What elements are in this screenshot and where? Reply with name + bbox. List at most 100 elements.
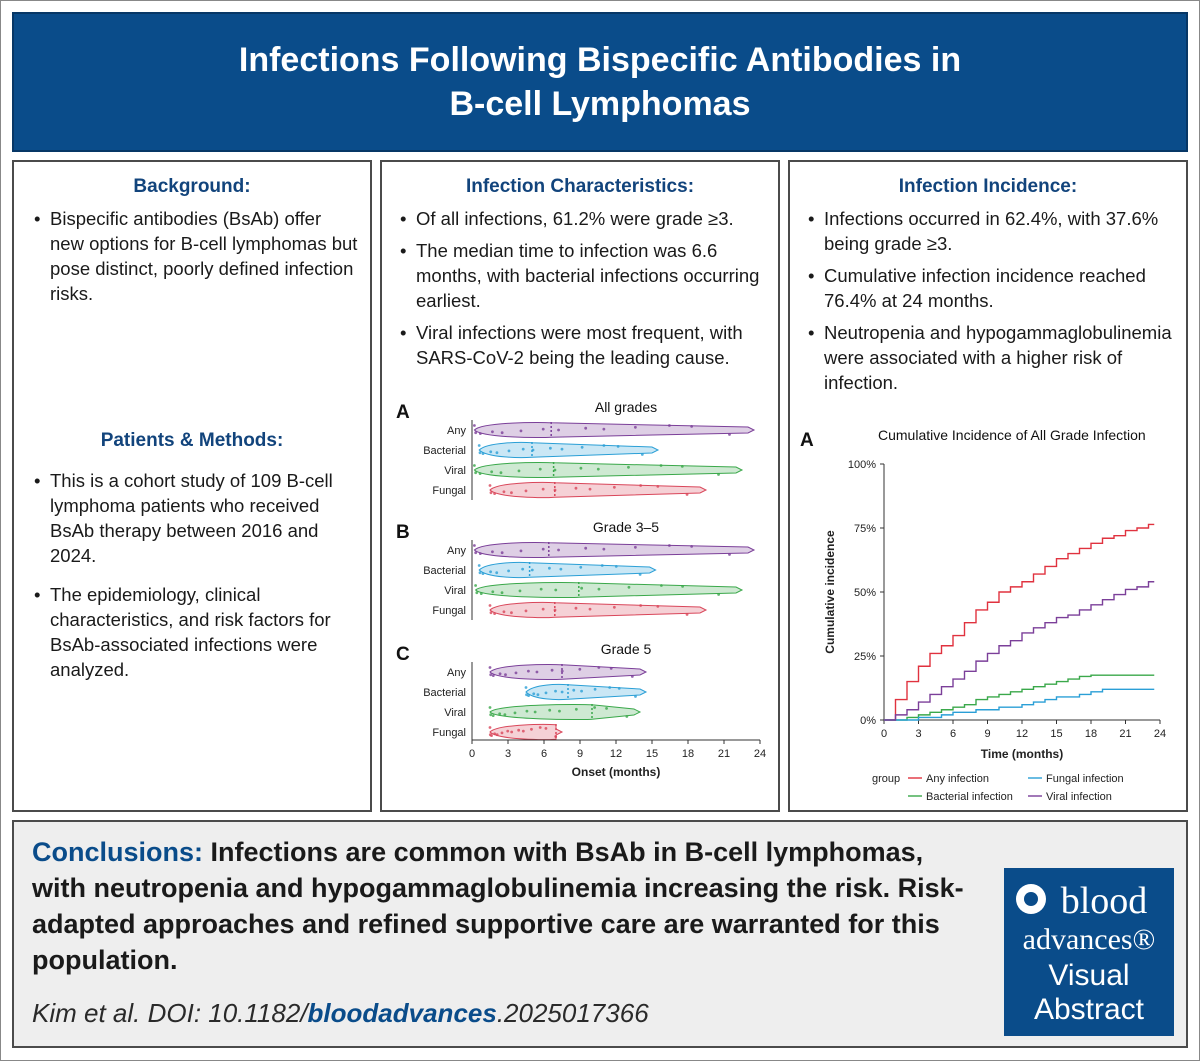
data-point — [507, 569, 510, 573]
data-point — [517, 728, 521, 732]
data-point — [503, 713, 507, 717]
data-point — [574, 606, 578, 610]
badge-line-1: blood — [1060, 880, 1148, 922]
panel-letter: C — [396, 644, 410, 665]
data-point — [524, 489, 528, 493]
conclusions-box: Conclusions: Infections are common with … — [12, 820, 1188, 1048]
y-axis-title: Cumulative incidence — [823, 530, 837, 654]
data-point — [524, 686, 528, 689]
data-point — [717, 473, 720, 476]
data-point — [488, 733, 492, 737]
data-point — [493, 612, 496, 615]
category-label: Fungal — [432, 605, 466, 617]
violin-chart: A All grades Any Bacterial Viral Fungal B Grade… — [396, 399, 766, 779]
x-tick-label: 9 — [577, 748, 583, 760]
category-label: Fungal — [432, 727, 466, 739]
data-point — [525, 709, 529, 713]
legend-label: Viral infection — [1046, 791, 1112, 803]
violin-shape — [473, 541, 756, 559]
category-label: Bacterial — [423, 565, 466, 577]
category-label: Bacterial — [423, 687, 466, 699]
data-point — [500, 551, 504, 555]
data-point — [533, 710, 537, 714]
characteristics-heading: Infection Characteristics: — [465, 176, 695, 197]
data-point — [473, 464, 476, 467]
panel-letter: B — [396, 522, 410, 543]
data-point — [489, 491, 493, 495]
data-point — [489, 450, 493, 454]
title-line-2: B-cell Lymphomas — [449, 85, 751, 123]
background-list: Bispecific antibodies (BsAb) offer new o… — [34, 206, 360, 313]
x-tick-label: 6 — [541, 748, 547, 760]
panel-letter: A — [396, 402, 410, 423]
violin-panel-title: Grade 3–5 — [593, 519, 659, 535]
data-point — [633, 545, 637, 549]
page-title: Infections Following Bispecific Antibodi… — [12, 12, 1188, 152]
data-point — [548, 566, 551, 570]
legend-label: Any infection — [926, 773, 989, 785]
characteristics-bullet: Of all infections, 61.2% were grade ≥3. — [400, 206, 774, 231]
y-tick-label: 100% — [848, 459, 876, 471]
data-point — [580, 445, 584, 449]
data-point — [521, 447, 525, 451]
data-point — [481, 572, 485, 575]
methods-heading: Patients & Methods: — [100, 430, 284, 451]
data-point — [560, 447, 564, 451]
data-point — [498, 672, 502, 676]
x-tick-label: 24 — [754, 748, 766, 760]
data-point — [477, 564, 481, 567]
data-point — [518, 589, 522, 593]
incidence-bullet: Cumulative infection incidence reached 7… — [808, 263, 1182, 313]
data-point — [491, 674, 495, 677]
data-point — [548, 446, 552, 450]
data-point — [495, 451, 499, 455]
citation-suffix: .2025017366 — [496, 998, 649, 1028]
x-tick-label: 15 — [646, 748, 658, 760]
data-point — [638, 573, 642, 576]
data-point — [558, 709, 561, 713]
data-point — [609, 667, 613, 670]
data-point — [690, 425, 694, 428]
data-point — [519, 429, 523, 433]
data-point — [514, 671, 518, 675]
data-point — [580, 689, 583, 693]
data-point — [538, 467, 542, 471]
data-point — [489, 570, 492, 574]
violin-shape — [474, 581, 744, 599]
category-label: Viral — [444, 585, 466, 597]
citation: Kim et al. DOI: 10.1182/bloodadvances.20… — [32, 998, 649, 1029]
data-point — [728, 553, 731, 556]
characteristics-bullet: Viral infections were most frequent, wit… — [400, 320, 774, 370]
data-point — [521, 729, 525, 733]
data-point — [499, 471, 503, 475]
data-point — [584, 546, 588, 550]
data-point — [526, 669, 530, 673]
x-tick-label: 3 — [505, 748, 511, 760]
data-point — [602, 444, 606, 447]
incidence-panel: Infection Incidence: Infections occurred… — [788, 160, 1188, 812]
data-point — [544, 727, 548, 730]
data-point — [560, 690, 564, 694]
data-point — [578, 667, 582, 671]
data-point — [531, 448, 535, 452]
data-point — [488, 706, 492, 709]
data-point — [574, 486, 578, 490]
citation-journal: bloodadvances — [307, 998, 497, 1028]
data-point — [473, 424, 476, 427]
data-point — [574, 707, 578, 711]
methods-list: This is a cohort study of 109 B-cell lym… — [34, 468, 360, 689]
data-point — [524, 609, 528, 613]
data-point — [478, 451, 482, 455]
data-point — [560, 669, 564, 673]
incidence-heading: Infection Incidence: — [898, 176, 1078, 197]
violin-shape — [489, 481, 708, 499]
data-point — [521, 567, 525, 571]
journal-badge: blood advances® Visual Abstract — [1004, 868, 1174, 1036]
x-tick-label: 18 — [682, 748, 694, 760]
data-point — [553, 468, 557, 472]
data-point — [500, 731, 504, 735]
legend-label: Fungal infection — [1046, 773, 1124, 785]
data-point — [504, 673, 507, 677]
data-point — [554, 735, 558, 738]
category-label: Fungal — [432, 485, 466, 497]
